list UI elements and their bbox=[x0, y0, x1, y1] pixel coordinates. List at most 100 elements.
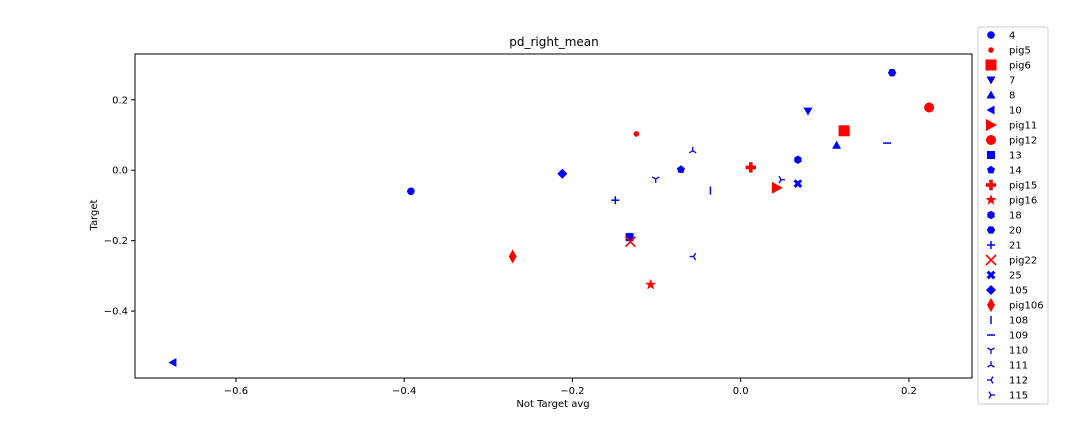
legend-label: 108 bbox=[1009, 316, 1028, 327]
legend-marker bbox=[987, 210, 995, 220]
legend-item-13: 13 bbox=[987, 151, 1022, 162]
legend-item-pig106: pig106 bbox=[987, 298, 1044, 312]
legend-marker bbox=[986, 135, 996, 145]
legend-label: pig22 bbox=[1009, 256, 1037, 267]
legend-label: pig16 bbox=[1009, 196, 1037, 207]
y-axis-label: Target bbox=[89, 199, 100, 231]
legend-label: 111 bbox=[1009, 361, 1028, 372]
legend-marker bbox=[987, 376, 994, 384]
legend-item-pig16: pig16 bbox=[985, 194, 1037, 207]
legend-item-21: 21 bbox=[987, 241, 1022, 252]
x-tick-label: −0.4 bbox=[392, 386, 416, 397]
legend-item-115: 115 bbox=[988, 391, 1028, 402]
legend-marker bbox=[986, 119, 997, 131]
legend-label: 8 bbox=[1009, 91, 1015, 102]
point-pig106 bbox=[508, 249, 517, 264]
legend-label: 13 bbox=[1009, 151, 1022, 162]
legend-item-111: 111 bbox=[987, 361, 1028, 372]
legend-label: 18 bbox=[1009, 211, 1022, 222]
point-18 bbox=[794, 155, 802, 164]
legend-marker bbox=[988, 391, 995, 399]
point-8 bbox=[832, 140, 842, 149]
point-pig22 bbox=[624, 236, 637, 248]
legend-marker bbox=[986, 90, 996, 99]
legend-label: pig12 bbox=[1009, 136, 1037, 147]
point-20 bbox=[887, 69, 897, 77]
x-tick-label: 0.0 bbox=[733, 386, 749, 397]
legend-label: 110 bbox=[1009, 346, 1028, 357]
point-21 bbox=[611, 196, 620, 205]
x-tick-label: −0.2 bbox=[560, 386, 584, 397]
legend-item-pig15: pig15 bbox=[985, 179, 1037, 192]
legend-marker bbox=[987, 241, 995, 249]
point-112 bbox=[689, 252, 697, 261]
legend-item-20: 20 bbox=[986, 226, 1022, 237]
legend-label: 21 bbox=[1009, 241, 1022, 252]
legend-label: pig6 bbox=[1009, 61, 1031, 72]
legend-items: 4 pig5 pig6 7 8 10 pig11 pig12 13 14 pig15 pig16 18 2… bbox=[985, 31, 1044, 402]
point-25 bbox=[793, 179, 803, 188]
point-pig6 bbox=[838, 125, 850, 137]
legend-item-14: 14 bbox=[987, 166, 1022, 177]
legend-marker bbox=[987, 165, 995, 174]
legend-item-25: 25 bbox=[986, 270, 1022, 282]
point-14 bbox=[676, 165, 685, 173]
legend-item-10: 10 bbox=[986, 105, 1022, 117]
x-axis: −0.6 −0.4 −0.2 0.0 0.2 bbox=[224, 378, 917, 397]
legend-marker bbox=[985, 179, 997, 191]
legend-item-pig11: pig11 bbox=[986, 119, 1037, 132]
legend-label: pig5 bbox=[1009, 46, 1031, 57]
legend-item-pig6: pig6 bbox=[985, 59, 1031, 72]
legend-marker bbox=[986, 226, 996, 234]
legend-label: pig15 bbox=[1009, 181, 1037, 192]
legend-marker bbox=[986, 270, 996, 280]
legend-label: 14 bbox=[1009, 166, 1022, 177]
legend-label: 7 bbox=[1009, 76, 1015, 87]
legend-marker bbox=[986, 76, 996, 85]
legend-marker bbox=[985, 254, 997, 266]
point-115 bbox=[778, 175, 785, 184]
point-pig12 bbox=[924, 102, 935, 113]
point-4 bbox=[407, 187, 415, 196]
legend-label: 105 bbox=[1009, 286, 1028, 297]
point-10 bbox=[168, 358, 177, 367]
point-111 bbox=[688, 146, 697, 154]
y-axis: −0.4 −0.2 0.0 0.2 bbox=[104, 95, 135, 318]
legend-label: 112 bbox=[1009, 376, 1028, 387]
point-pig16 bbox=[645, 278, 657, 290]
point-7 bbox=[803, 107, 813, 116]
point-105 bbox=[557, 168, 568, 179]
legend-item-110: 110 bbox=[987, 346, 1028, 357]
legend-label: pig11 bbox=[1009, 121, 1037, 132]
y-tick-label: −0.2 bbox=[104, 236, 128, 247]
y-tick-label: 0.0 bbox=[112, 166, 128, 177]
legend-item-105: 105 bbox=[986, 285, 1028, 297]
legend-item-4: 4 bbox=[987, 31, 1015, 42]
legend-label: 4 bbox=[1009, 31, 1015, 42]
legend-label: 115 bbox=[1009, 391, 1028, 402]
legend-label: 25 bbox=[1009, 271, 1022, 282]
legend-label: 10 bbox=[1009, 106, 1022, 117]
legend-marker bbox=[987, 31, 995, 39]
legend-item-112: 112 bbox=[987, 376, 1028, 387]
legend-item-7: 7 bbox=[986, 76, 1015, 87]
point-110 bbox=[651, 176, 660, 183]
legend-marker bbox=[985, 194, 997, 205]
point-pig15 bbox=[745, 162, 756, 173]
legend: 4 pig5 pig6 7 8 10 pig11 pig12 13 14 pig15 pig16 18 2… bbox=[977, 26, 1049, 405]
point-pig5 bbox=[633, 131, 640, 137]
legend-marker bbox=[985, 59, 997, 71]
point-pig11 bbox=[771, 181, 783, 194]
legend-label: pig106 bbox=[1009, 301, 1044, 312]
legend-marker bbox=[986, 285, 996, 295]
x-tick-label: −0.6 bbox=[224, 386, 248, 397]
legend-item-108: 108 bbox=[990, 316, 1028, 327]
legend-marker bbox=[988, 47, 994, 53]
legend-item-pig12: pig12 bbox=[986, 135, 1037, 147]
x-tick-label: 0.2 bbox=[901, 386, 917, 397]
chart-title: pd_right_mean bbox=[509, 35, 598, 49]
legend-item-pig5: pig5 bbox=[988, 46, 1031, 57]
legend-marker bbox=[987, 361, 995, 368]
y-tick-label: 0.2 bbox=[112, 95, 128, 106]
